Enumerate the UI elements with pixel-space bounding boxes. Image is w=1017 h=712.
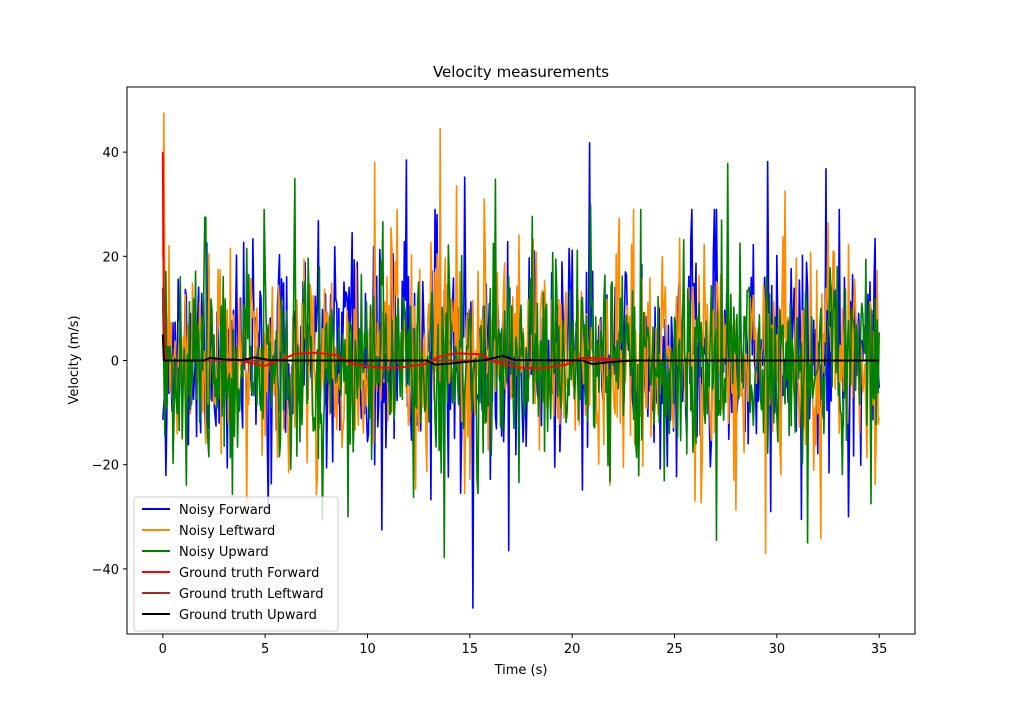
legend-label: Ground truth Forward [179,566,319,581]
series-line-2 [162,162,880,559]
x-tick-label: 35 [871,642,888,657]
legend: Noisy Forward Noisy Leftward Noisy Upward G… [133,496,339,632]
y-tick-label: 0 [111,355,119,370]
x-tick-label: 10 [359,642,376,657]
series-line-5 [161,334,880,366]
x-tick-label: 15 [462,642,479,657]
legend-label: Noisy Upward [179,545,269,560]
x-tick-label: 5 [261,642,269,657]
x-tick-label: 30 [769,642,786,657]
legend-label: Noisy Forward [179,503,271,518]
x-axis: 0 5 10 15 20 25 30 35 [159,634,888,657]
x-tick-label: 25 [666,642,683,657]
chart-title: Velocity measurements [433,63,609,81]
y-axis: −40 −20 0 20 40 [92,146,127,578]
y-tick-label: 20 [102,250,119,265]
legend-label: Noisy Leftward [179,524,275,539]
x-axis-label: Time (s) [494,663,548,678]
y-tick-label: −20 [92,459,119,474]
y-axis-label: Velocity (m/s) [67,315,82,404]
x-tick-label: 0 [159,642,167,657]
legend-label: Ground truth Leftward [179,587,324,602]
y-tick-label: 40 [102,146,119,161]
legend-box [133,496,339,632]
legend-label: Ground truth Upward [179,608,317,623]
series-layer [161,112,880,609]
x-tick-label: 20 [564,642,581,657]
y-tick-label: −40 [92,563,119,578]
